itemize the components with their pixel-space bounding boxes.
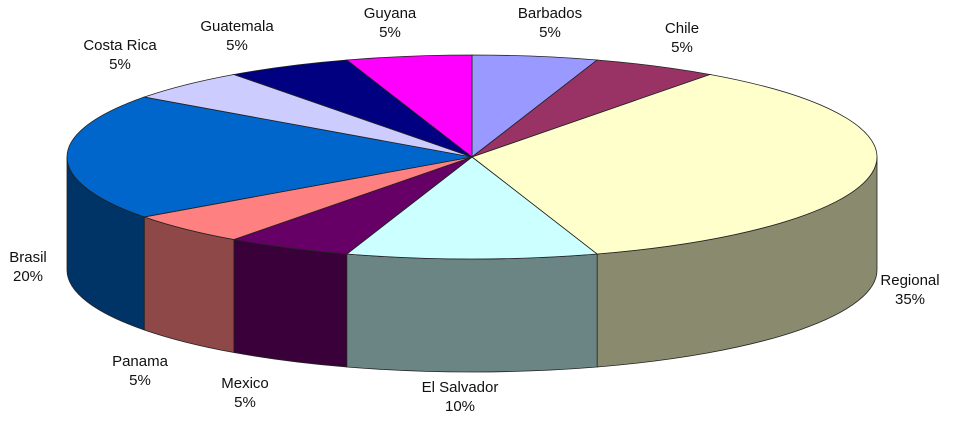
slice-name-label: Panama xyxy=(112,353,169,370)
slice-name-label: Chile xyxy=(665,20,699,37)
slice-name-label: Regional xyxy=(880,272,939,289)
slice-name-label: Guatemala xyxy=(200,18,274,35)
slice-percent-label: 10% xyxy=(445,398,475,415)
slice-percent-label: 5% xyxy=(671,39,693,56)
pie-tops xyxy=(66,54,878,260)
data-label-chile: Chile 5% xyxy=(665,20,699,56)
pie-sides xyxy=(66,156,878,373)
slice-percent-label: 5% xyxy=(109,56,131,73)
pie-slice-brasil xyxy=(66,96,473,218)
pie-slice-el-salvador xyxy=(345,156,599,260)
slice-percent-label: 20% xyxy=(13,268,43,285)
slice-percent-label: 5% xyxy=(226,37,248,54)
data-label-guatemala: Guatemala 5% xyxy=(200,18,274,54)
slice-name-label: Brasil xyxy=(9,249,47,266)
data-label-regional: Regional 35% xyxy=(880,272,939,308)
pie-slice-regional xyxy=(471,74,878,255)
pie-side-mexico xyxy=(233,239,348,368)
pie-slice-guyana xyxy=(345,54,473,158)
data-label-barbados: Barbados 5% xyxy=(518,5,582,41)
slice-percent-label: 5% xyxy=(379,24,401,41)
data-label-mexico: Mexico 5% xyxy=(221,375,269,411)
pie-labels: Barbados 5% Chile 5% Regional 35% El Salvador 1… xyxy=(9,5,939,415)
slice-percent-label: 35% xyxy=(895,291,925,308)
slice-name-label: Barbados xyxy=(518,5,582,22)
data-label-el-salvador: El Salvador 10% xyxy=(422,379,499,415)
slice-name-label: El Salvador xyxy=(422,379,499,396)
slice-name-label: Guyana xyxy=(364,5,417,22)
pie-side-el-salvador xyxy=(346,253,598,373)
data-label-brasil: Brasil 20% xyxy=(9,249,47,285)
data-label-costa-rica: Costa Rica 5% xyxy=(83,37,157,73)
slice-name-label: Costa Rica xyxy=(83,37,157,54)
slice-percent-label: 5% xyxy=(539,24,561,41)
slice-percent-label: 5% xyxy=(129,372,151,389)
slice-name-label: Mexico xyxy=(221,375,269,392)
slice-percent-label: 5% xyxy=(234,394,256,411)
data-label-panama: Panama 5% xyxy=(112,353,169,389)
data-label-guyana: Guyana 5% xyxy=(364,5,417,41)
